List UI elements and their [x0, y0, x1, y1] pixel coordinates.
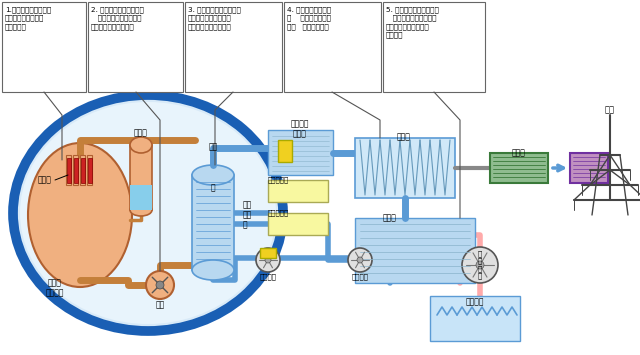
Ellipse shape	[130, 137, 152, 153]
Bar	[430, 296, 520, 341]
Text: 蒸汽: 蒸汽	[209, 142, 218, 151]
Text: 发电机: 发电机	[512, 148, 526, 157]
Ellipse shape	[476, 261, 484, 269]
Bar	[81, 158, 84, 183]
Ellipse shape	[13, 95, 283, 331]
Bar	[570, 153, 608, 183]
Text: 主给水泵: 主给水泵	[259, 273, 276, 280]
Bar	[192, 175, 234, 270]
Bar	[260, 248, 276, 258]
Bar	[268, 180, 328, 202]
Bar	[490, 153, 548, 183]
Text: 稳压器: 稳压器	[134, 128, 148, 137]
Bar	[73, 155, 78, 185]
Ellipse shape	[348, 248, 372, 272]
Ellipse shape	[130, 204, 152, 216]
Text: 水: 水	[211, 183, 215, 192]
Text: 控制棒: 控制棒	[38, 175, 52, 185]
Ellipse shape	[192, 260, 234, 280]
Ellipse shape	[265, 257, 271, 263]
Text: 电网: 电网	[605, 105, 615, 114]
Ellipse shape	[357, 257, 363, 263]
Ellipse shape	[462, 247, 498, 283]
Bar	[66, 155, 71, 185]
Bar	[185, 2, 282, 92]
Bar	[74, 158, 77, 183]
Text: 低压加热器: 低压加热器	[268, 209, 289, 215]
Bar	[87, 155, 92, 185]
Bar	[268, 130, 333, 175]
Text: 汽水再热
分离器: 汽水再热 分离器	[291, 119, 309, 138]
Ellipse shape	[156, 281, 164, 289]
Text: 5. 在轮机内做功完的蒸汽
   进入凝汽器而又被冷凝
成水。海水使凝汽器保
持真空。: 5. 在轮机内做功完的蒸汽 进入凝汽器而又被冷凝 成水。海水使凝汽器保 持真空。	[386, 6, 439, 38]
Text: 凝汽器: 凝汽器	[383, 213, 397, 222]
Bar	[355, 218, 475, 283]
Bar	[130, 185, 152, 210]
Text: 2. 主泵带动一回路冷却剂
   通过反应堆压力容器和
蒸汽发生器而形成循环: 2. 主泵带动一回路冷却剂 通过反应堆压力容器和 蒸汽发生器而形成循环	[91, 6, 144, 30]
Text: 3. 在蒸汽发生器里，二回
路的给水被一回路冷却
剂加热而产品饱和蒸汽: 3. 在蒸汽发生器里，二回 路的给水被一回路冷却 剂加热而产品饱和蒸汽	[188, 6, 241, 30]
Ellipse shape	[28, 143, 132, 287]
Bar	[88, 2, 183, 92]
Bar	[130, 145, 152, 210]
Bar	[80, 155, 85, 185]
Text: 主泵: 主泵	[156, 300, 164, 309]
Text: 蒸汽
发生
器: 蒸汽 发生 器	[243, 200, 252, 230]
Ellipse shape	[192, 165, 234, 185]
Ellipse shape	[20, 102, 276, 324]
Bar	[355, 138, 455, 198]
Bar	[383, 2, 485, 92]
Bar	[2, 2, 86, 92]
Bar	[88, 158, 92, 183]
Text: 冷却水源: 冷却水源	[466, 297, 484, 306]
Bar	[67, 158, 70, 183]
Bar	[278, 140, 292, 162]
Ellipse shape	[146, 271, 174, 299]
Text: 循
环
水
泵: 循 环 水 泵	[478, 250, 482, 279]
Ellipse shape	[256, 248, 280, 272]
Text: 1.当控制棒提起，核裂
变发生，一回路冷却
剂被加热。: 1.当控制棒提起，核裂 变发生，一回路冷却 剂被加热。	[5, 6, 51, 30]
Text: 4. 蒸汽推动汽轮机，
发    电机被带动而产
生电   能并送入电网: 4. 蒸汽推动汽轮机， 发 电机被带动而产 生电 能并送入电网	[287, 6, 331, 30]
Bar	[268, 213, 328, 235]
Text: 凝结水泵: 凝结水泵	[351, 273, 369, 280]
Text: 反应堆
压力容器: 反应堆 压力容器	[45, 278, 64, 297]
Text: 高压加热器: 高压加热器	[268, 176, 289, 182]
Text: 汽轮机: 汽轮机	[397, 132, 411, 141]
Bar	[284, 2, 381, 92]
